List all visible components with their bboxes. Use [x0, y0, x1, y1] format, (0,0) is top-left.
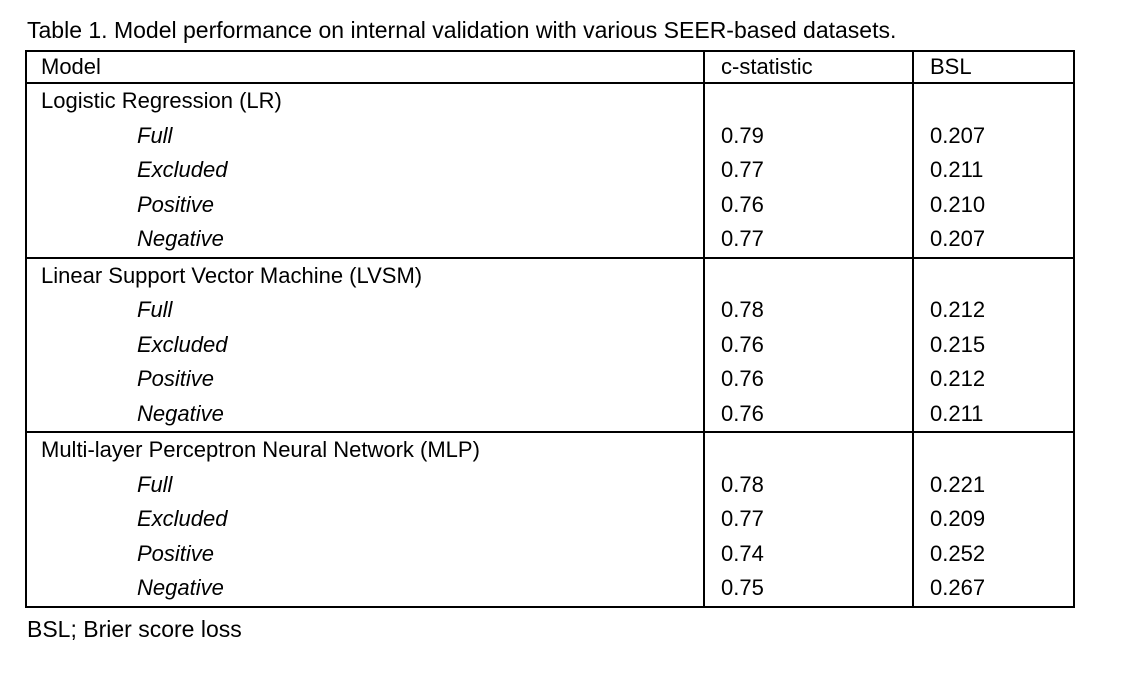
c-statistic-value: 0.77 [721, 506, 764, 531]
dataset-label: Negative [137, 575, 224, 600]
section-name: Multi-layer Perceptron Neural Network (M… [41, 437, 480, 462]
c-statistic-value: 0.74 [721, 540, 764, 566]
table-section-row: Multi-layer Perceptron Neural Network (M… [25, 431, 1075, 608]
table-footnote: BSL; Brier score loss [27, 615, 242, 642]
column-header-bsl: BSL [912, 50, 1075, 84]
section-name: Logistic Regression (LR) [41, 88, 282, 113]
column-header-model: Model [25, 50, 705, 84]
table-title: Table 1. Model performance on internal v… [27, 17, 897, 43]
model-cell: Linear Support Vector Machine (LVSM) Full… [25, 256, 705, 433]
bsl-value: 0.212 [930, 297, 986, 322]
spacer-line [705, 259, 912, 294]
c-statistic-value: 0.76 [721, 191, 764, 217]
c-statistic-cell: 0.78 0.77 0.74 0.75 [703, 431, 914, 608]
bsl-cell: 0.207 0.211 0.210 0.207 [912, 82, 1075, 259]
bsl-value: 0.210 [930, 191, 986, 217]
dataset-label: Positive [137, 540, 215, 566]
c-statistic-value: 0.76 [721, 400, 764, 426]
c-statistic-value: 0.78 [721, 297, 764, 322]
table-section-row: Linear Support Vector Machine (LVSM) Full… [25, 256, 1075, 433]
dataset-label: Negative [137, 400, 224, 426]
c-statistic-cell: 0.79 0.77 0.76 0.77 [703, 82, 914, 259]
spacer-line [914, 259, 1073, 294]
c-statistic-cell: 0.78 0.76 0.76 0.76 [703, 256, 914, 433]
bsl-value: 0.215 [930, 331, 986, 357]
page: Table 1. Model performance on internal v… [25, 17, 1075, 642]
header-row: Model c-statistic BSL [25, 50, 1075, 84]
bsl-value: 0.211 [930, 157, 984, 182]
c-statistic-value: 0.76 [721, 331, 764, 357]
bsl-value: 0.209 [930, 506, 986, 531]
bsl-value: 0.267 [930, 575, 986, 600]
dataset-label: Full [137, 471, 173, 497]
bsl-value: 0.221 [930, 471, 986, 497]
dataset-label: Excluded [137, 506, 228, 531]
bsl-cell: 0.212 0.215 0.212 0.211 [912, 256, 1075, 433]
model-cell: Logistic Regression (LR) Full Excluded Posi… [25, 82, 705, 259]
spacer-line [705, 433, 912, 468]
table-body: Logistic Regression (LR) Full Excluded Posi… [25, 82, 1075, 608]
section-name: Linear Support Vector Machine (LVSM) [41, 262, 423, 288]
dataset-label: Positive [137, 191, 215, 217]
bsl-value: 0.207 [930, 122, 986, 148]
c-statistic-value: 0.75 [721, 575, 764, 600]
table-section-row: Logistic Regression (LR) Full Excluded Posi… [25, 82, 1075, 259]
performance-table: Model c-statistic BSL Logistic Regressio… [25, 50, 1075, 608]
bsl-value: 0.212 [930, 366, 986, 391]
dataset-label: Excluded [137, 331, 228, 357]
c-statistic-value: 0.77 [721, 157, 764, 182]
spacer-line [914, 84, 1073, 119]
c-statistic-value: 0.77 [721, 226, 764, 251]
dataset-label: Positive [137, 366, 215, 391]
bsl-value: 0.252 [930, 540, 986, 566]
c-statistic-value: 0.76 [721, 366, 764, 391]
dataset-label: Full [137, 297, 173, 322]
column-header-c-statistic: c-statistic [703, 50, 914, 84]
c-statistic-value: 0.78 [721, 471, 764, 497]
bsl-value: 0.211 [930, 400, 984, 426]
bsl-value: 0.207 [930, 226, 986, 251]
spacer-line [914, 433, 1073, 468]
c-statistic-value: 0.79 [721, 122, 764, 148]
dataset-label: Full [137, 122, 173, 148]
spacer-line [705, 84, 912, 119]
bsl-cell: 0.221 0.209 0.252 0.267 [912, 431, 1075, 608]
dataset-label: Negative [137, 226, 224, 251]
model-cell: Multi-layer Perceptron Neural Network (M… [25, 431, 705, 608]
dataset-label: Excluded [137, 157, 228, 182]
table-header: Model c-statistic BSL [25, 50, 1075, 84]
